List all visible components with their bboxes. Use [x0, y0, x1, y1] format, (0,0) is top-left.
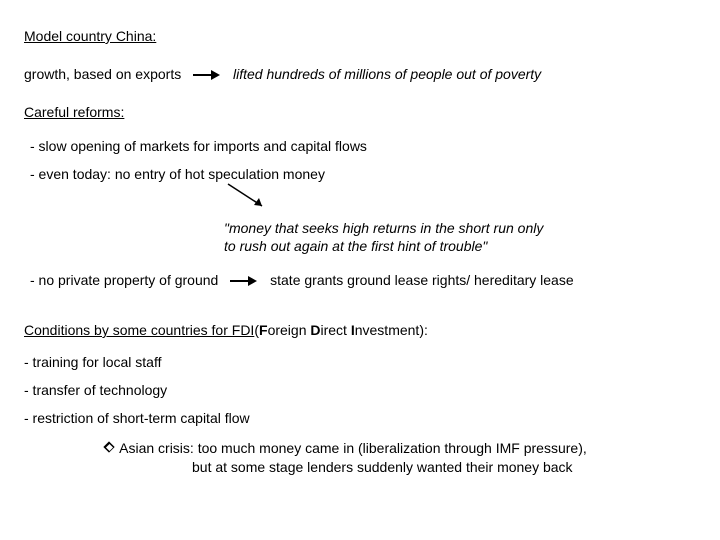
condition-2: - transfer of technology — [24, 382, 167, 398]
condition-1: - training for local staff — [24, 354, 161, 370]
diamond-bullet-icon — [102, 441, 112, 457]
asian-crisis-line-2: but at some stage lenders suddenly wante… — [192, 459, 573, 475]
fdi-oreign: oreign — [268, 322, 311, 338]
fdi-D: D — [310, 322, 320, 338]
fdi-nvestment: nvestment): — [355, 322, 428, 338]
reform-item-3-left: - no private property of ground — [30, 272, 218, 288]
fdi-irect: irect — [321, 322, 351, 338]
growth-left: growth, based on exports — [24, 66, 181, 82]
growth-right: lifted hundreds of millions of people ou… — [233, 66, 541, 82]
reform-item-2: - even today: no entry of hot speculatio… — [30, 166, 325, 182]
arrow-diag-icon — [224, 180, 274, 214]
heading-fdi: Conditions by some countries for FDI — [24, 322, 254, 338]
reform-item-1: - slow opening of markets for imports an… — [30, 138, 367, 154]
fdi-F: F — [259, 322, 268, 338]
quote-line-1: "money that seeks high returns in the sh… — [224, 220, 543, 236]
asian-crisis-line-1: Asian crisis: too much money came in (li… — [119, 440, 587, 456]
arrow-right-icon — [230, 276, 258, 286]
condition-3: - restriction of short-term capital flow — [24, 410, 250, 426]
reform-item-3-right: state grants ground lease rights/ heredi… — [270, 272, 574, 288]
heading-model-china: Model country China: — [24, 28, 156, 44]
quote-line-2: to rush out again at the first hint of t… — [224, 238, 487, 254]
growth-row: growth, based on exports lifted hundreds… — [24, 66, 696, 82]
heading-careful-reforms: Careful reforms: — [24, 104, 124, 120]
arrow-right-icon — [193, 70, 221, 80]
